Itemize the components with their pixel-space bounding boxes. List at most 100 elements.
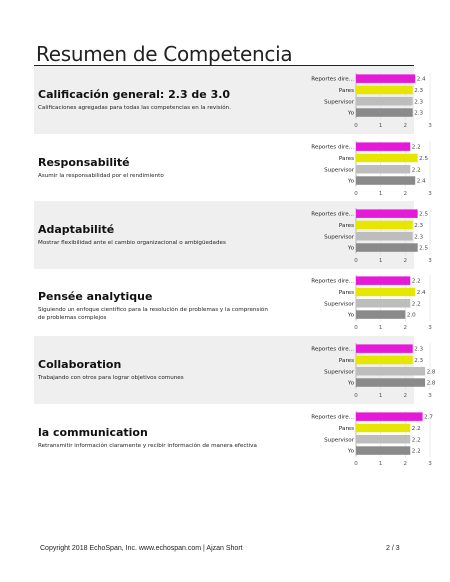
- x-tick-label: 0: [354, 393, 358, 399]
- category-label-pares: Pares: [339, 156, 354, 162]
- value-label-pares: 2.2: [412, 426, 421, 432]
- category-label-yo: Yo: [347, 246, 355, 252]
- competency-section: Responsabilité Asumir la responsabilidad …: [34, 134, 432, 204]
- bar-pares: [356, 220, 413, 230]
- title-divider: [34, 65, 414, 66]
- category-label-supervisor: Supervisor: [324, 437, 355, 443]
- bar-supervisor: [356, 435, 411, 444]
- bar-supervisor: [356, 299, 411, 308]
- category-label-reportes: Reportes dire...: [311, 415, 354, 421]
- x-tick-label: 3: [428, 191, 432, 197]
- bar-pares: [356, 85, 413, 95]
- x-tick-label: 0: [354, 191, 358, 197]
- competency-title: Collaboration: [38, 358, 122, 371]
- x-tick-label: 0: [354, 325, 358, 331]
- competency-title: la communication: [38, 426, 148, 439]
- value-label-pares: 2.3: [414, 88, 423, 94]
- rating-bar-chart: Reportes dire... 2.5 Pares 2.3 Supervisor 2.3…: [272, 207, 432, 271]
- rating-chart-svg: Reportes dire... 2.5 Pares 2.3 Supervisor 2.3…: [311, 208, 432, 264]
- x-tick-label: 2: [404, 393, 408, 399]
- rating-bar-chart: Reportes dire... 2.4 Pares 2.3 Supervisor 2.3…: [272, 72, 432, 136]
- x-tick-label: 0: [354, 123, 358, 129]
- x-tick-label: 1: [379, 325, 383, 331]
- value-label-yo: 2.3: [414, 111, 423, 117]
- rating-bar-chart: Reportes dire... 2.2 Pares 2.5 Supervisor 2.2…: [272, 140, 432, 204]
- bar-pares: [356, 287, 416, 297]
- value-label-yo: 2.5: [419, 246, 428, 252]
- x-tick-label: 1: [379, 393, 383, 399]
- bar-supervisor: [356, 367, 426, 376]
- value-label-pares: 2.3: [414, 358, 423, 364]
- value-label-pares: 2.4: [417, 290, 426, 296]
- value-label-yo: 2.2: [412, 449, 421, 455]
- rating-chart-svg: Reportes dire... 2.2 Pares 2.5 Supervisor 2.2…: [311, 141, 432, 197]
- x-tick-label: 3: [428, 258, 432, 264]
- value-label-reportes: 2.5: [419, 212, 428, 218]
- bar-supervisor: [356, 97, 413, 106]
- value-label-pares: 2.5: [419, 156, 428, 162]
- rating-bar-chart: Reportes dire... 2.7 Pares 2.2 Supervisor 2.2…: [272, 410, 433, 474]
- competency-section: Collaboration Trabajando con otros para l…: [34, 336, 436, 406]
- x-tick-label: 2: [404, 258, 408, 264]
- value-label-reportes: 2.3: [414, 347, 423, 353]
- rating-chart-svg: Reportes dire... 2.2 Pares 2.4 Supervisor 2.2…: [311, 275, 432, 331]
- bar-yo: [356, 310, 406, 319]
- value-label-yo: 2.4: [417, 179, 426, 185]
- x-tick-label: 1: [379, 191, 383, 197]
- category-label-yo: Yo: [347, 449, 355, 455]
- footer-page-number: 2 / 3: [386, 545, 400, 552]
- x-tick-label: 3: [428, 325, 432, 331]
- category-label-pares: Pares: [339, 426, 354, 432]
- bar-yo: [356, 176, 416, 185]
- category-label-supervisor: Supervisor: [324, 167, 355, 173]
- competency-section: Pensée analytique Siguiendo un enfoque ci…: [34, 268, 432, 336]
- bar-reportes: [356, 276, 411, 285]
- bar-supervisor: [356, 165, 411, 174]
- x-tick-label: 2: [404, 191, 408, 197]
- x-tick-label: 1: [379, 258, 383, 264]
- competency-title: Adaptabilité: [38, 223, 115, 236]
- category-label-reportes: Reportes dire...: [311, 212, 354, 218]
- category-label-reportes: Reportes dire...: [311, 279, 354, 285]
- value-label-pares: 2.3: [414, 223, 423, 229]
- competency-description: Asumir la responsabilidad por el rendimi…: [38, 173, 164, 179]
- bar-yo: [356, 446, 411, 455]
- category-label-yo: Yo: [347, 179, 355, 185]
- competency-description: Siguiendo un enfoque científico para la …: [38, 307, 268, 321]
- bar-yo: [356, 243, 418, 252]
- value-label-supervisor: 2.2: [412, 167, 421, 173]
- bar-reportes: [356, 209, 418, 218]
- bar-reportes: [356, 344, 413, 353]
- rating-bar-chart: Reportes dire... 2.3 Pares 2.3 Supervisor 2.8…: [272, 342, 436, 406]
- page-title: Resumen de Competencia: [36, 42, 293, 66]
- category-label-pares: Pares: [339, 358, 354, 364]
- competency-title: Calificación general: 2.3 de 3.0: [38, 88, 231, 101]
- competency-description: Calificaciones agregadas para todas las …: [38, 105, 231, 111]
- category-label-reportes: Reportes dire...: [311, 347, 354, 353]
- bar-reportes: [356, 412, 423, 421]
- rating-chart-svg: Reportes dire... 2.4 Pares 2.3 Supervisor 2.3…: [311, 73, 432, 129]
- category-label-pares: Pares: [339, 88, 354, 94]
- value-label-supervisor: 2.8: [427, 369, 436, 375]
- value-label-supervisor: 2.2: [412, 301, 421, 307]
- category-label-supervisor: Supervisor: [324, 99, 355, 105]
- value-label-supervisor: 2.2: [412, 437, 421, 443]
- category-label-yo: Yo: [347, 381, 355, 387]
- bar-pares: [356, 153, 418, 163]
- x-tick-label: 1: [379, 461, 383, 467]
- value-label-yo: 2.8: [427, 381, 436, 387]
- category-label-yo: Yo: [347, 313, 355, 319]
- value-label-supervisor: 2.3: [414, 99, 423, 105]
- bar-reportes: [356, 74, 416, 83]
- x-tick-label: 3: [428, 393, 432, 399]
- category-label-reportes: Reportes dire...: [311, 145, 354, 151]
- competency-section: Adaptabilité Mostrar flexibilidad ante el…: [34, 201, 432, 271]
- bar-reportes: [356, 142, 411, 151]
- value-label-reportes: 2.2: [412, 279, 421, 285]
- category-label-yo: Yo: [347, 111, 355, 117]
- x-tick-label: 1: [379, 123, 383, 129]
- category-label-pares: Pares: [339, 223, 354, 229]
- competency-description: Trabajando con otros para lograr objetiv…: [38, 375, 184, 381]
- value-label-yo: 2.0: [407, 313, 416, 319]
- x-tick-label: 2: [404, 123, 408, 129]
